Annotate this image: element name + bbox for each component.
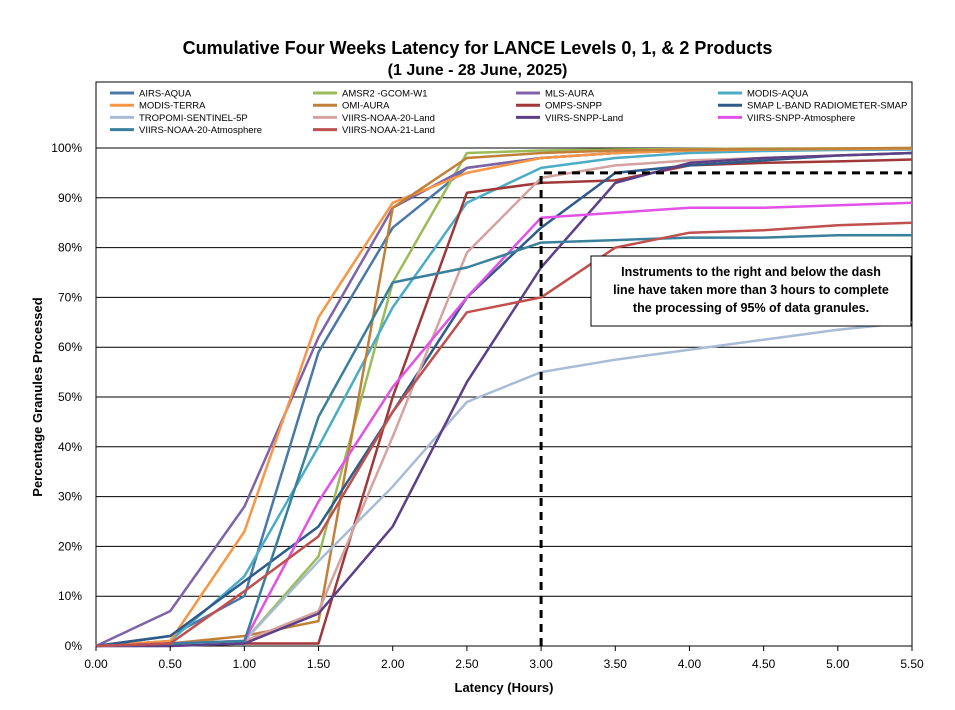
legend-label: SMAP L-BAND RADIOMETER-SMAP bbox=[747, 101, 907, 112]
x-tick-label: 4.50 bbox=[752, 657, 776, 671]
legend-label: MLS-AURA bbox=[545, 89, 595, 100]
annotation-box bbox=[590, 255, 912, 327]
legend: AIRS-AQUA AMSR2 -GCOM-W1 MLS-AURA MODIS-AQU… bbox=[110, 89, 907, 136]
annotation-line: line have taken more than 3 hours to com… bbox=[613, 283, 889, 297]
x-axis-title: Latency (Hours) bbox=[455, 680, 554, 695]
series-line bbox=[95, 148, 913, 648]
x-tick-label: 2.50 bbox=[455, 657, 479, 671]
chart-subtitle: (1 June - 28 June, 2025) bbox=[387, 62, 568, 79]
x-tick-label: 5.50 bbox=[900, 657, 924, 671]
legend-label: VIIRS-NOAA-20-Atmosphere bbox=[139, 125, 262, 136]
annotation-text: Instruments to the right and below the d… bbox=[613, 265, 889, 315]
y-tick-label: 10% bbox=[58, 589, 82, 603]
y-tick-label: 100% bbox=[51, 141, 82, 155]
legend-label: TROPOMI-SENTINEL-5P bbox=[139, 113, 248, 124]
y-tick-label: 90% bbox=[58, 191, 82, 205]
legend-label: MODIS-TERRA bbox=[139, 101, 206, 112]
legend-label: OMPS-SNPP bbox=[545, 101, 602, 112]
y-tick-label: 80% bbox=[58, 241, 82, 255]
x-tick-label: 1.50 bbox=[307, 657, 331, 671]
y-tick-label: 0% bbox=[65, 639, 83, 653]
x-tick-label: 4.00 bbox=[678, 657, 702, 671]
y-tick-label: 30% bbox=[58, 490, 82, 504]
x-tick-label: 0.00 bbox=[84, 657, 108, 671]
series-line bbox=[95, 151, 913, 648]
series-line bbox=[95, 158, 913, 648]
x-tick-label: 3.50 bbox=[604, 657, 628, 671]
y-tick-label: 50% bbox=[58, 390, 82, 404]
y-tick-label: 20% bbox=[58, 539, 82, 553]
legend-label: OMI-AURA bbox=[342, 101, 390, 112]
series-line bbox=[96, 151, 913, 648]
legend-label: AIRS-AQUA bbox=[139, 89, 192, 100]
grid bbox=[95, 81, 913, 647]
x-tick-label: 5.00 bbox=[826, 657, 850, 671]
legend-label: VIIRS-NOAA-21-Land bbox=[342, 125, 435, 136]
threshold-dash-line bbox=[539, 171, 912, 646]
y-tick-label: 60% bbox=[58, 340, 82, 354]
axes: 0% 10% 20% 30% 40% 50% 60% 70% 80% 90% 100% 0.00 0.5… bbox=[30, 141, 924, 695]
x-tick-label: 1.00 bbox=[233, 657, 257, 671]
series-line bbox=[95, 221, 913, 648]
annotation-line: the processing of 95% of data granules. bbox=[633, 301, 869, 315]
annotation: Instruments to the right and below the d… bbox=[539, 171, 912, 646]
series-line bbox=[95, 146, 913, 648]
chart-title: Cumulative Four Weeks Latency for LANCE … bbox=[182, 38, 773, 58]
series-line bbox=[95, 233, 912, 648]
chart-frame bbox=[95, 81, 913, 647]
legend-label: VIIRS-SNPP-Land bbox=[545, 113, 623, 124]
legend-label: VIIRS-NOAA-20-Land bbox=[342, 113, 435, 124]
legend-label: VIIRS-SNPP-Atmosphere bbox=[747, 113, 855, 124]
x-tick-label: 2.00 bbox=[381, 657, 405, 671]
annotation-line: Instruments to the right and below the d… bbox=[621, 265, 881, 279]
legend-label: AMSR2 -GCOM-W1 bbox=[342, 89, 428, 100]
y-axis-title: Percentage Granules Processed bbox=[30, 297, 45, 496]
series-lines bbox=[95, 146, 913, 648]
y-tick-label: 40% bbox=[58, 440, 82, 454]
x-tick-label: 3.00 bbox=[529, 657, 553, 671]
legend-label: MODIS-AQUA bbox=[747, 89, 809, 100]
y-tick-label: 70% bbox=[58, 290, 82, 304]
x-tick-label: 0.50 bbox=[159, 657, 183, 671]
